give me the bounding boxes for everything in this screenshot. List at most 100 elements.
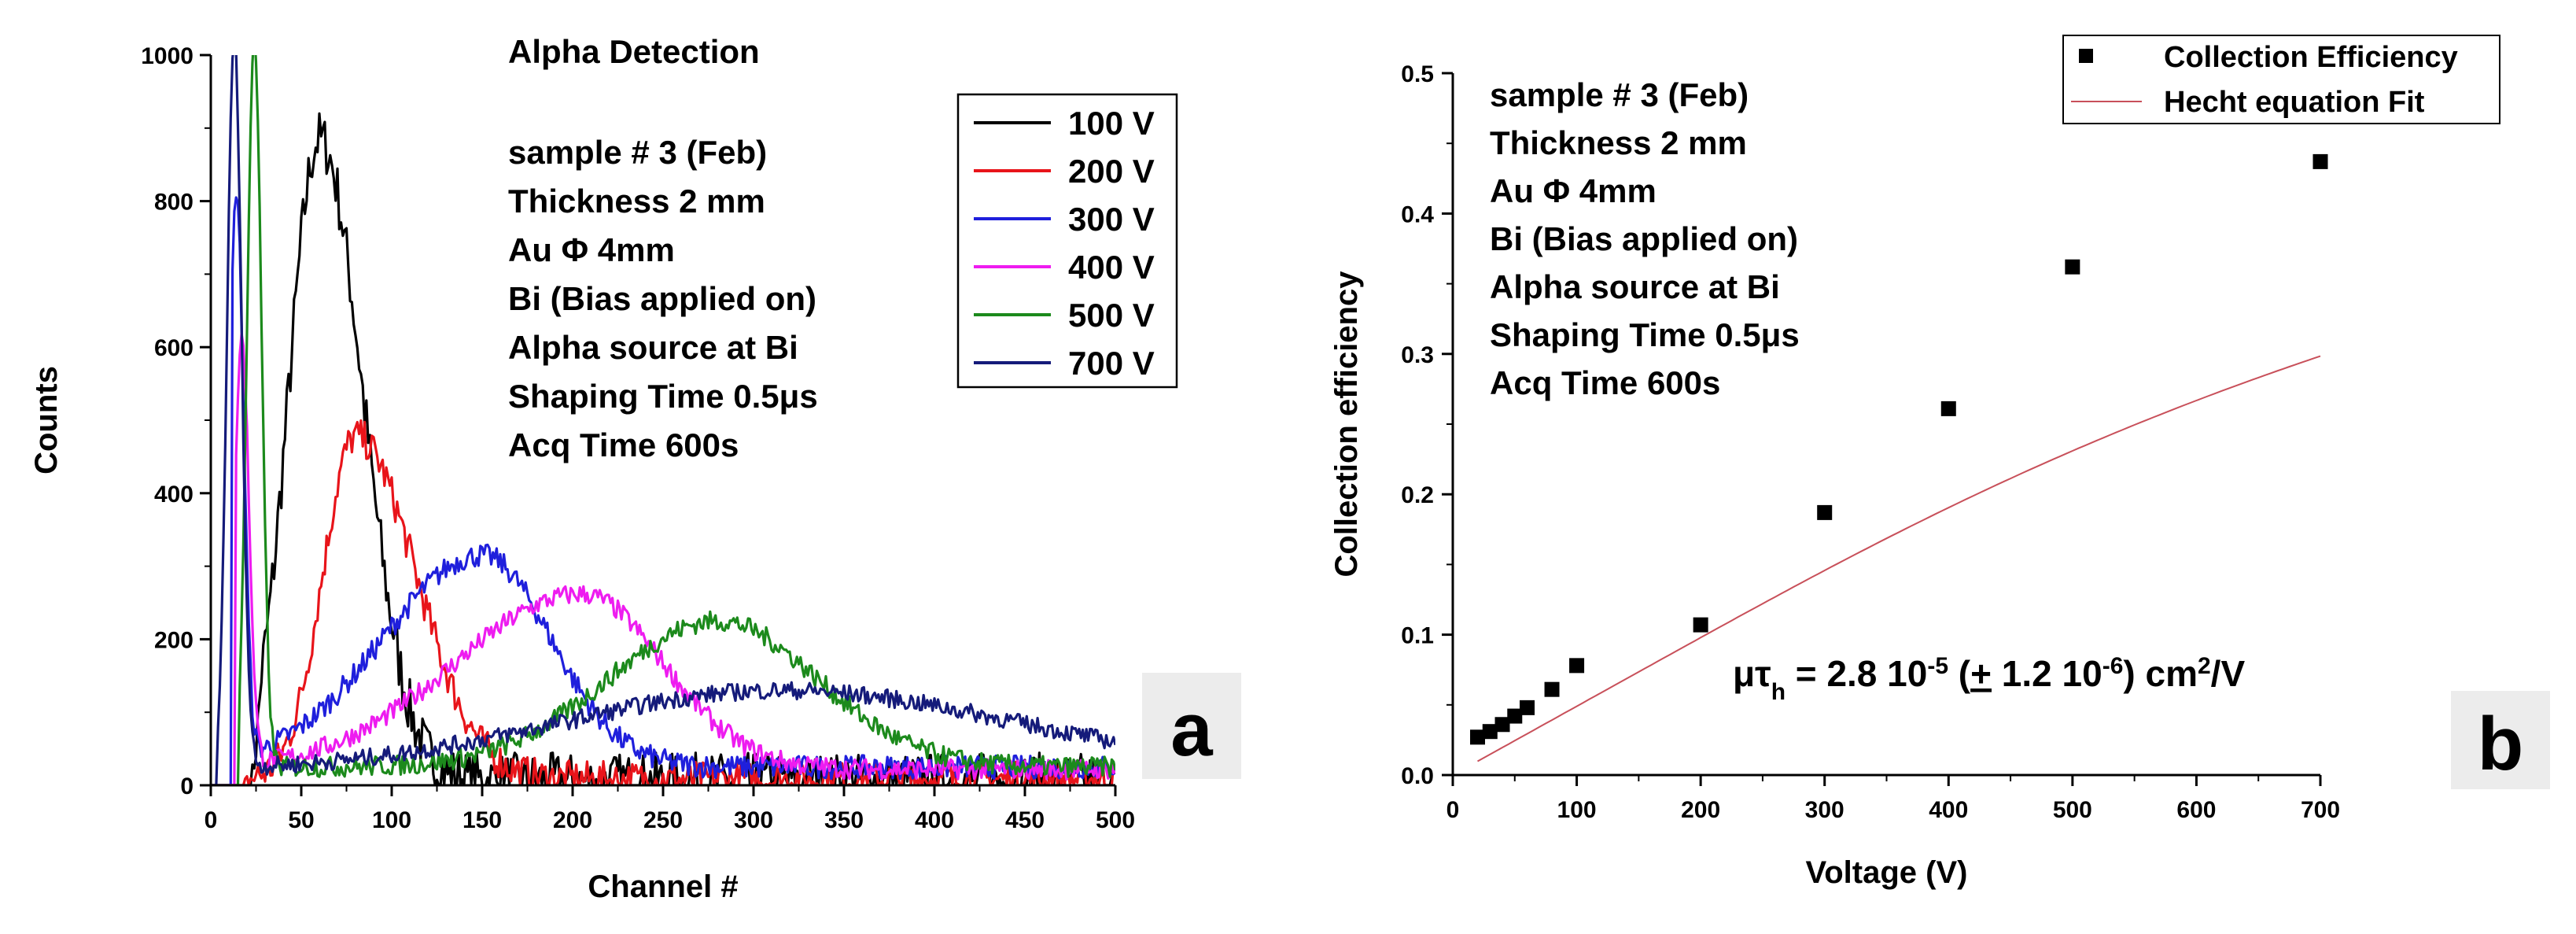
- legend-label-b: Collection Efficiency: [2164, 41, 2458, 74]
- y-tick-label-b: 0.0: [1401, 763, 1434, 789]
- info-line-b: Shaping Time 0.5μs: [1490, 316, 1800, 353]
- x-tick-label-a: 250: [643, 807, 683, 833]
- series-line-100v: [211, 112, 1115, 785]
- info-line-a: Shaping Time 0.5μs: [508, 378, 818, 415]
- legend-label-a: 500 V: [1068, 297, 1155, 334]
- info-line-b: Thickness 2 mm: [1490, 124, 1747, 161]
- x-tick-label-b: 400: [1929, 797, 1968, 823]
- data-point: [1544, 681, 1560, 697]
- panel-label-b: b: [2478, 702, 2524, 786]
- y-tick-label-b: 0.1: [1401, 623, 1434, 649]
- panel-label-a: a: [1170, 688, 1213, 772]
- chart-title-a: Alpha Detection: [508, 33, 760, 70]
- data-point: [1494, 717, 1510, 733]
- y-tick-label-b: 0.2: [1401, 482, 1434, 508]
- annotation-exp: 2: [2198, 653, 2211, 679]
- annotation-exp: -6: [2102, 653, 2124, 679]
- data-point: [1520, 700, 1535, 715]
- series-line-700v: [211, 55, 1115, 785]
- info-line-b: Au Φ 4mm: [1490, 172, 1657, 209]
- data-point: [1569, 658, 1585, 674]
- panel-a: 0 50 100 150 200 250 300 350 400 450 500 0 200 400 600…: [29, 33, 1241, 904]
- x-tick-label-a: 100: [372, 807, 411, 833]
- x-tick-label-b: 300: [1805, 797, 1844, 823]
- x-tick-label-b: 0: [1446, 797, 1460, 823]
- y-tick-label-b: 0.3: [1401, 342, 1434, 368]
- panel-b: 0 100 200 300 400 500 600 700 0.0 0.1 0.2 0.3 0.4 0.5…: [1329, 35, 2550, 890]
- info-line-b: sample # 3 (Feb): [1490, 76, 1749, 113]
- y-tick-label-b: 0.4: [1401, 201, 1434, 227]
- x-tick-label-a: 500: [1096, 807, 1135, 833]
- series-line-200v: [211, 419, 1115, 785]
- legend-label-a: 700 V: [1068, 345, 1155, 382]
- x-tick-label-a: 450: [1005, 807, 1045, 833]
- y-tick-label-a: 200: [154, 627, 193, 653]
- x-tick-label-b: 500: [2053, 797, 2092, 823]
- y-tick-label-b: 0.5: [1401, 61, 1434, 87]
- y-tick-label-a: 800: [154, 190, 193, 216]
- series-group-a: [211, 55, 1115, 785]
- panel-label-bg-b: [2451, 691, 2550, 789]
- y-tick-label-a: 1000: [141, 43, 193, 69]
- x-tick-label-b: 200: [1681, 797, 1720, 823]
- data-point: [1817, 504, 1833, 520]
- data-point: [1470, 729, 1486, 745]
- legend-box-b: [2062, 35, 2500, 124]
- annotation-part: (: [1948, 653, 1971, 694]
- data-point: [1940, 401, 1956, 416]
- legend-swatch-b: [2079, 49, 2093, 63]
- annotation-part: = 2.8 10: [1786, 653, 1927, 694]
- x-tick-label-a: 400: [915, 807, 954, 833]
- info-line-a: Alpha source at Bi: [508, 329, 798, 366]
- y-axis-label-b: Collection efficiency: [1329, 271, 1364, 578]
- mu-tau-annotation: μτh = 2.8 10-5 (+ 1.2 10-6) cm2/V: [1733, 653, 2245, 705]
- data-point: [1482, 724, 1498, 740]
- x-tick-label-b: 700: [2301, 797, 2340, 823]
- hecht-fit-line: [1477, 355, 2321, 762]
- info-line-b: Acq Time 600s: [1490, 364, 1720, 401]
- legend-label-a: 200 V: [1068, 153, 1155, 190]
- y-tick-label-a: 600: [154, 335, 193, 361]
- annotation-pm: +: [1970, 653, 1992, 694]
- series-line-500v: [211, 55, 1115, 785]
- data-point: [1693, 617, 1708, 633]
- info-line-a: Bi (Bias applied on): [508, 280, 816, 317]
- info-line-b: Alpha source at Bi: [1490, 268, 1780, 305]
- annotation-sub: h: [1771, 679, 1786, 705]
- data-point: [2313, 153, 2328, 169]
- x-axis-label-a: Channel #: [588, 869, 738, 904]
- legend-label-a: 300 V: [1068, 201, 1155, 238]
- data-point: [2065, 259, 2080, 275]
- series-line-300v: [211, 196, 1115, 785]
- x-tick-label-b: 600: [2176, 797, 2216, 823]
- x-tick-label-a: 150: [463, 807, 502, 833]
- data-point: [1507, 708, 1523, 724]
- info-line-a: sample # 3 (Feb): [508, 134, 767, 171]
- x-tick-label-b: 100: [1557, 797, 1597, 823]
- x-tick-label-a: 300: [734, 807, 773, 833]
- legend-label-a: 400 V: [1068, 249, 1155, 286]
- info-line-a: Thickness 2 mm: [508, 183, 765, 220]
- panel-label-bg-a: [1142, 673, 1241, 779]
- info-line-a: Au Φ 4mm: [508, 231, 675, 268]
- annotation-part: ) cm: [2123, 653, 2198, 694]
- y-tick-label-a: 0: [180, 773, 193, 799]
- x-axis-label-b: Voltage (V): [1806, 855, 1968, 890]
- legend-box-a: [956, 93, 1178, 389]
- annotation-part: 1.2 10: [1992, 653, 2102, 694]
- x-tick-label-a: 200: [553, 807, 592, 833]
- y-axis-label-a: Counts: [29, 366, 64, 474]
- annotation-exp: -5: [1927, 653, 1948, 679]
- annotation-part: /V: [2211, 653, 2246, 694]
- x-tick-label-a: 50: [288, 807, 314, 833]
- y-tick-label-a: 400: [154, 482, 193, 508]
- series-line-400v: [211, 332, 1115, 785]
- legend-label-a: 100 V: [1068, 105, 1155, 142]
- info-line-a: Acq Time 600s: [508, 426, 739, 463]
- annotation-mu: μτ: [1733, 653, 1771, 694]
- legend-label-b: Hecht equation Fit: [2164, 86, 2425, 119]
- x-tick-label-a: 350: [824, 807, 864, 833]
- x-tick-label-a: 0: [205, 807, 218, 833]
